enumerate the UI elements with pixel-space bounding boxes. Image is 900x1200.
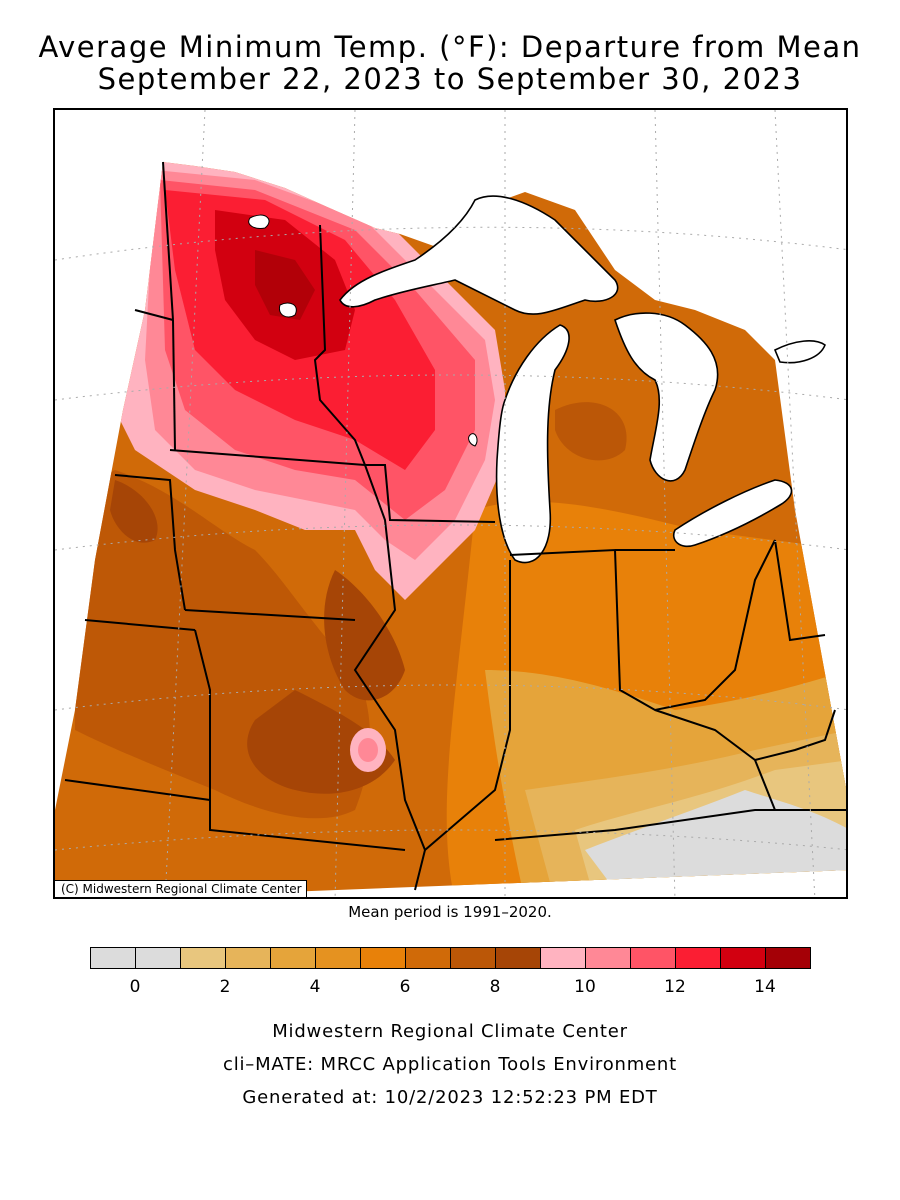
legend-tick-label: 2 [219,977,231,997]
map-credit: (C) Midwestern Regional Climate Center [55,880,307,897]
legend-tick-label: 14 [754,977,776,997]
legend-swatch [720,947,766,969]
legend-swatch [630,947,676,969]
legend-tick-label: 6 [399,977,411,997]
legend-swatch [270,947,316,969]
footer-tool-name: cli–MATE: MRCC Application Tools Environ… [223,1054,677,1075]
dotted-graticule [55,110,846,897]
legend-swatch [360,947,406,969]
map-title-line2: September 22, 2023 to September 30, 2023 [97,62,803,96]
legend-swatch [315,947,361,969]
legend-swatch [675,947,721,969]
lake-erie [673,479,793,548]
state-boundaries [64,161,846,891]
lake-ontario [773,340,826,364]
color-legend [90,947,811,969]
legend-swatch [540,947,586,969]
legend-swatch [135,947,181,969]
legend-swatch [585,947,631,969]
map-title-line1: Average Minimum Temp. (°F): Departure fr… [38,30,862,64]
lake-superior [339,195,619,315]
lake-michigan [495,324,570,564]
great-lakes [339,195,826,564]
legend-tick-label: 12 [664,977,686,997]
legend-tick-label: 8 [489,977,501,997]
legend-swatch [765,947,811,969]
legend-swatch [90,947,136,969]
legend-tick-label: 4 [309,977,321,997]
legend-swatch [495,947,541,969]
inland-lakes [248,214,478,447]
legend-tick-label: 10 [574,977,596,997]
temperature-departure-map [55,110,846,897]
legend-swatch [180,947,226,969]
footer-organization: Midwestern Regional Climate Center [272,1021,628,1042]
footer-generated-at: Generated at: 10/2/2023 12:52:23 PM EDT [242,1087,658,1108]
lake-huron [614,312,719,482]
map-frame: (C) Midwestern Regional Climate Center [53,108,848,899]
legend-swatch [225,947,271,969]
mean-period-note: Mean period is 1991–2020. [348,903,552,921]
legend-swatch [405,947,451,969]
legend-swatch [450,947,496,969]
legend-tick-label: 0 [129,977,141,997]
